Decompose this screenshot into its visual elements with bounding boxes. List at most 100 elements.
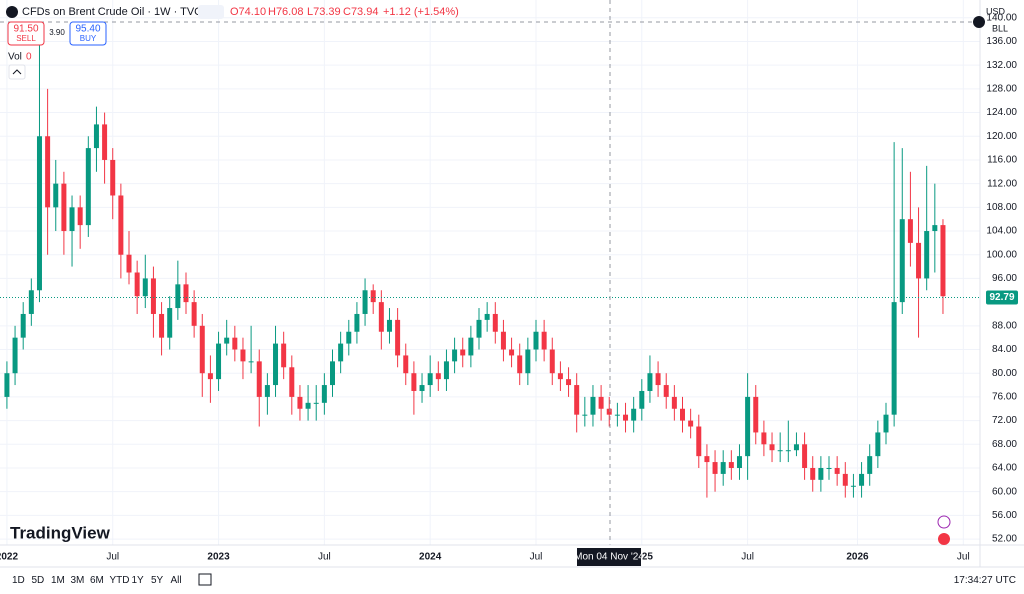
- candle-body: [4, 373, 10, 397]
- sell-button[interactable]: [7, 21, 45, 46]
- candle-body: [216, 343, 222, 380]
- candle-body: [468, 337, 474, 356]
- range-button[interactable]: All: [170, 575, 182, 586]
- last-price-label: 92.79: [989, 292, 1014, 303]
- candle-body: [492, 313, 498, 332]
- candle-body: [321, 385, 327, 403]
- economic-icon[interactable]: [938, 533, 950, 545]
- spread: 3.90: [49, 28, 65, 37]
- range-button[interactable]: 1D: [12, 575, 25, 586]
- candle-body: [614, 414, 620, 416]
- candle-body: [761, 432, 767, 445]
- candle-body: [443, 361, 449, 380]
- x-tick-label: Jul: [530, 552, 543, 563]
- unit: BLL: [992, 23, 1008, 33]
- candle-body: [297, 396, 303, 409]
- candle-body: [509, 349, 515, 356]
- candle-body: [45, 136, 51, 208]
- axes: 52.00 56.00 60.00 64.00 68.00 72.00 76.00 80.00…: [0, 12, 1018, 566]
- x-tick-label: 2022: [0, 552, 18, 563]
- range-button[interactable]: 1M: [51, 575, 65, 586]
- y-tick-label: 64.00: [992, 463, 1017, 474]
- candle-body: [93, 124, 99, 149]
- candle-body: [362, 290, 368, 314]
- crosshair-label: Mon 04 Nov '24: [574, 552, 644, 563]
- candle-body: [696, 426, 702, 457]
- range-button[interactable]: 6M: [90, 575, 104, 586]
- candle-body: [736, 456, 742, 468]
- candle-body: [712, 462, 718, 474]
- date-range-button: [198, 573, 212, 586]
- range-button[interactable]: 5D: [31, 575, 45, 586]
- candle-body: [338, 343, 344, 362]
- y-tick-label: 80.00: [992, 368, 1017, 379]
- buy-button[interactable]: [69, 21, 107, 46]
- candle-body: [167, 308, 173, 338]
- candle-body: [484, 313, 490, 320]
- buy-price: 95.40: [75, 24, 100, 35]
- x-tick-label: 2026: [846, 552, 869, 563]
- candle-body: [126, 254, 132, 273]
- candle-body: [916, 242, 922, 279]
- y-tick-label: 60.00: [992, 486, 1017, 497]
- x-tick-label: Jul: [957, 552, 970, 563]
- candle-body: [403, 355, 409, 374]
- symbol-icon: [6, 6, 18, 18]
- candle-body: [28, 290, 34, 314]
- symbol: CFDs on Brent Crude Oil · 1W · TVC: [22, 6, 202, 18]
- candle-body: [191, 302, 197, 326]
- y-tick-label: 52.00: [992, 534, 1017, 545]
- candle-body: [680, 408, 685, 421]
- candle-body: [793, 444, 799, 451]
- candle-body: [77, 207, 83, 226]
- candle-body: [427, 373, 433, 386]
- candle-body: [549, 349, 555, 374]
- candle-body: [452, 349, 458, 362]
- y-tick-label: 116.00: [987, 155, 1017, 166]
- candle-body: [476, 319, 482, 338]
- candle-body: [574, 385, 580, 415]
- y-tick-label: 104.00: [986, 226, 1017, 237]
- collapse-button[interactable]: [8, 64, 26, 80]
- candle-body: [598, 396, 604, 409]
- candle-body: [61, 183, 67, 232]
- candle-body: [159, 313, 165, 338]
- candle-body: [248, 361, 254, 363]
- candle-body: [704, 456, 710, 463]
- candle-body: [647, 373, 653, 391]
- event-icon[interactable]: [937, 515, 951, 529]
- vol-value: 0: [26, 52, 32, 63]
- candle-body: [785, 450, 791, 452]
- candle-body: [118, 195, 124, 255]
- range-button[interactable]: YTD: [109, 575, 130, 586]
- candle-body: [859, 473, 865, 486]
- crosshair-label-box: [577, 548, 641, 566]
- candle-body: [932, 225, 938, 232]
- currency: USD: [986, 6, 1006, 16]
- candle-body: [720, 462, 726, 474]
- clock[interactable]: 17:34:27 UTC: [953, 575, 1016, 586]
- y-tick-label: 88.00: [992, 320, 1017, 331]
- compare-button[interactable]: [198, 5, 224, 19]
- add-button[interactable]: [973, 16, 985, 28]
- y-tick-label: 56.00: [992, 510, 1017, 521]
- candle-body: [460, 349, 466, 356]
- y-tick-label: 84.00: [992, 344, 1017, 355]
- sell-label: SELL: [16, 34, 36, 43]
- candle-body: [313, 402, 319, 404]
- candle-body: [834, 467, 840, 474]
- candle-body: [566, 379, 572, 386]
- candle-body: [590, 396, 596, 415]
- range-button[interactable]: 1Y: [131, 575, 144, 586]
- candle-body: [12, 337, 18, 374]
- candle-body: [330, 361, 335, 386]
- candle-body: [150, 278, 156, 314]
- logo: TradingView: [10, 523, 111, 542]
- candle-body: [224, 337, 230, 344]
- range-button[interactable]: 5Y: [151, 575, 164, 586]
- range-button[interactable]: 3M: [70, 575, 85, 586]
- candle-body: [264, 385, 270, 397]
- candle-body: [883, 414, 889, 433]
